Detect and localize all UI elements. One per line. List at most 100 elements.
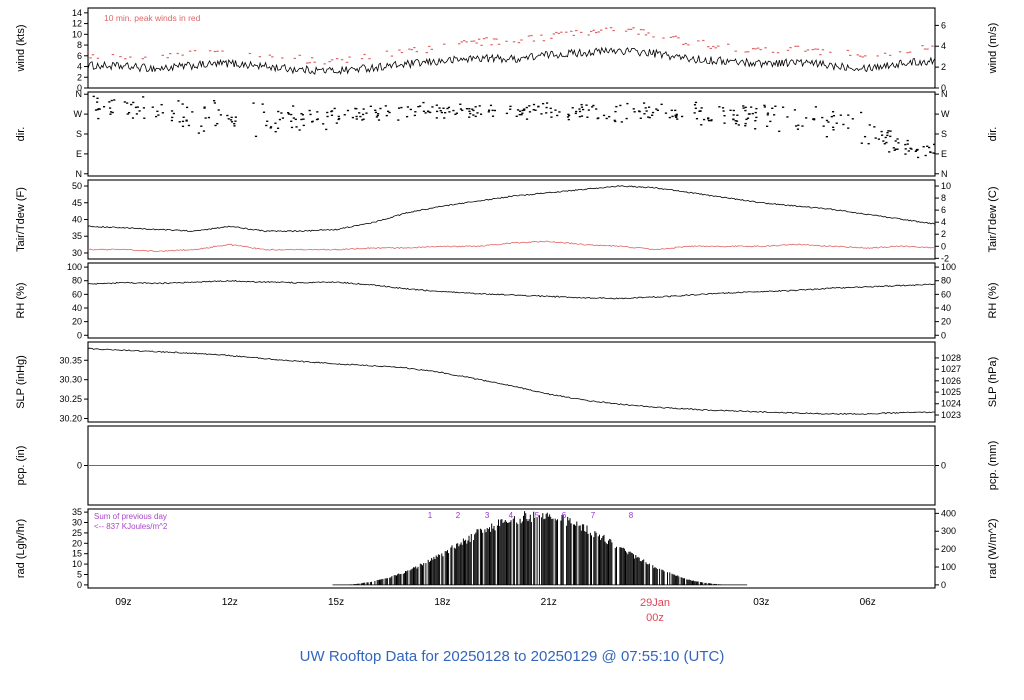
svg-text:15: 15 <box>72 549 82 559</box>
svg-text:40: 40 <box>72 215 82 225</box>
svg-text:1026: 1026 <box>941 376 961 386</box>
temp-left-axis-label: Tair/Tdew (F) <box>15 187 27 252</box>
svg-text:30: 30 <box>72 248 82 258</box>
svg-text:18z: 18z <box>434 597 450 608</box>
svg-text:21z: 21z <box>541 597 557 608</box>
pcp-left-axis-label: pcp. (in) <box>15 446 27 486</box>
svg-text:12z: 12z <box>222 597 238 608</box>
rad-left-axis-label: rad (Lgly/hr) <box>15 519 27 578</box>
svg-text:0: 0 <box>941 580 946 590</box>
rad-hour-digit: 4 <box>509 511 514 520</box>
svg-text:0: 0 <box>941 461 946 471</box>
x-axis-labels: 09z 12z 15z 18z 21z 03z 06z 29Jan 00z <box>115 597 875 624</box>
svg-text:2: 2 <box>941 62 946 72</box>
wind-right-axis-label: wind (m/s) <box>987 23 999 75</box>
svg-text:35: 35 <box>72 231 82 241</box>
svg-text:N: N <box>76 89 83 99</box>
svg-text:100: 100 <box>67 262 82 272</box>
svg-text:300: 300 <box>941 526 956 536</box>
date-tick-line2: 00z <box>646 612 664 624</box>
svg-text:0: 0 <box>941 241 946 251</box>
svg-text:35: 35 <box>72 507 82 517</box>
svg-text:S: S <box>76 129 82 139</box>
svg-text:1024: 1024 <box>941 399 961 409</box>
svg-text:30.30: 30.30 <box>59 375 82 385</box>
svg-text:10: 10 <box>72 29 82 39</box>
rad-sum-value: <-- 837 KJoules/m^2 <box>94 522 168 531</box>
svg-text:20: 20 <box>72 538 82 548</box>
svg-text:15z: 15z <box>328 597 344 608</box>
svg-text:4: 4 <box>941 217 946 227</box>
dir-right-axis-label: dir. <box>987 127 999 142</box>
svg-text:2: 2 <box>941 229 946 239</box>
rad-hour-digit: 1 <box>428 511 433 520</box>
slp-right-axis-label: SLP (hPa) <box>987 357 999 408</box>
svg-text:4: 4 <box>77 62 82 72</box>
svg-text:1027: 1027 <box>941 364 961 374</box>
svg-text:N: N <box>941 169 948 179</box>
svg-text:2: 2 <box>77 72 82 82</box>
rad-right-axis-label: rad (W/m^2) <box>987 518 999 578</box>
svg-text:400: 400 <box>941 508 956 518</box>
svg-text:200: 200 <box>941 544 956 554</box>
svg-text:60: 60 <box>72 289 82 299</box>
svg-text:50: 50 <box>72 181 82 191</box>
date-tick-line1: 29Jan <box>640 597 670 609</box>
svg-text:0: 0 <box>941 83 946 93</box>
meteogram-chart: wind (kts) dir. Tair/Tdew (F) RH (%) SLP… <box>15 7 999 624</box>
svg-text:45: 45 <box>72 198 82 208</box>
footer-title: UW Rooftop Data for 20250128 to 20250129… <box>299 648 725 665</box>
svg-text:40: 40 <box>941 303 951 313</box>
svg-text:E: E <box>76 149 82 159</box>
svg-text:0: 0 <box>77 461 82 471</box>
svg-text:6: 6 <box>77 51 82 61</box>
svg-text:4: 4 <box>941 41 946 51</box>
pcp-right-axis-label: pcp. (mm) <box>987 441 999 491</box>
svg-text:06z: 06z <box>860 597 876 608</box>
svg-text:0: 0 <box>941 330 946 340</box>
rh-right-axis-label: RH (%) <box>987 282 999 318</box>
svg-text:1023: 1023 <box>941 410 961 420</box>
rh-left-axis-label: RH (%) <box>15 282 27 318</box>
dir-left-axis-label: dir. <box>15 127 27 142</box>
temp-panel: 30 35 40 45 50 -2 0 2 4 6 8 10 <box>72 179 951 263</box>
svg-text:0: 0 <box>77 580 82 590</box>
rad-hour-digit: 6 <box>562 511 567 520</box>
svg-text:40: 40 <box>72 303 82 313</box>
svg-text:12: 12 <box>72 19 82 29</box>
svg-text:-2: -2 <box>941 253 949 263</box>
svg-text:30.35: 30.35 <box>59 355 82 365</box>
svg-text:30: 30 <box>72 518 82 528</box>
svg-text:10: 10 <box>941 181 951 191</box>
svg-text:20: 20 <box>72 317 82 327</box>
rad-hour-digit: 3 <box>485 511 490 520</box>
rad-hour-digit: 7 <box>591 511 596 520</box>
svg-text:03z: 03z <box>753 597 769 608</box>
svg-text:5: 5 <box>77 569 82 579</box>
svg-text:80: 80 <box>72 276 82 286</box>
svg-text:0: 0 <box>77 83 82 93</box>
svg-text:6: 6 <box>941 205 946 215</box>
peak-wind-note: 10 min. peak winds in red <box>104 13 201 23</box>
svg-text:6: 6 <box>941 20 946 30</box>
svg-text:09z: 09z <box>115 597 131 608</box>
svg-text:8: 8 <box>77 40 82 50</box>
svg-text:8: 8 <box>941 193 946 203</box>
rh-panel: 0 20 40 60 80 100 0 20 40 60 80 100 <box>67 262 956 340</box>
rad-hour-digit: 8 <box>629 511 634 520</box>
svg-text:25: 25 <box>72 528 82 538</box>
svg-text:10: 10 <box>72 559 82 569</box>
temp-right-axis-label: Tair/Tdew (C) <box>987 186 999 252</box>
svg-text:S: S <box>941 129 947 139</box>
svg-text:1028: 1028 <box>941 353 961 363</box>
svg-text:W: W <box>941 109 950 119</box>
svg-text:100: 100 <box>941 562 956 572</box>
svg-text:20: 20 <box>941 317 951 327</box>
svg-text:30.20: 30.20 <box>59 414 82 424</box>
